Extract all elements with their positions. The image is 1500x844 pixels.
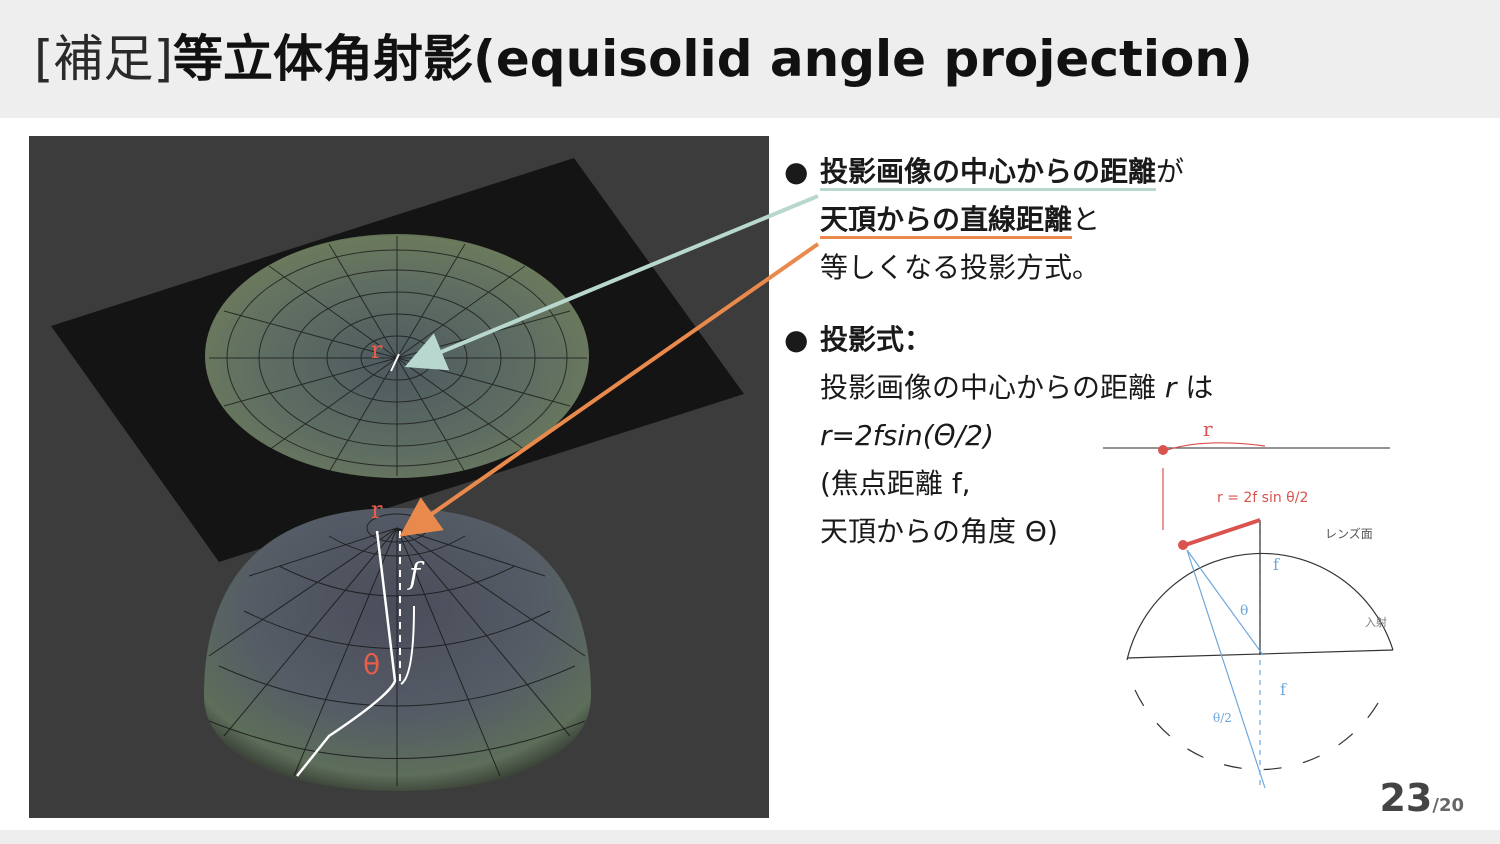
diagram-theta-label: θ xyxy=(1240,603,1248,619)
diagram-half-theta-label: θ/2 xyxy=(1213,711,1232,725)
bullet-definition: ● 投影画像の中心からの距離が 天頂からの直線距離と 等しくなる投影方式。 xyxy=(784,148,1324,292)
bottom-bar xyxy=(0,830,1500,844)
bullet-marker: ● xyxy=(784,323,809,356)
text-to: と xyxy=(1072,203,1101,236)
formula-expression: r=2fsin(Θ/2) xyxy=(820,419,994,452)
diagram-incident-label: 入射 xyxy=(1365,615,1387,629)
formula-note-focal: (焦点距離 f, xyxy=(820,467,971,500)
figure-r-top-label: r xyxy=(371,336,383,364)
projection-illustration: f θ r r xyxy=(29,136,769,818)
figure-theta-label: θ xyxy=(363,648,380,681)
projection-figure: f θ r r xyxy=(29,136,769,818)
formula-label: 投影式： xyxy=(820,323,933,356)
title-main: 等立体角射影(equisolid angle projection) xyxy=(173,30,1253,88)
page-current: 23 xyxy=(1379,776,1433,820)
highlight-image-distance: 投影画像の中心からの距離 xyxy=(820,155,1157,191)
arrow-green xyxy=(404,194,819,371)
diagram-f2-label: f xyxy=(1280,680,1287,699)
page-title: [補足]等立体角射影(equisolid angle projection) xyxy=(34,24,1253,94)
diagram-formula: r = 2f sin θ/2 xyxy=(1217,490,1308,506)
arrow-orange xyxy=(399,242,820,537)
page-number: 23/20 xyxy=(1379,776,1464,820)
figure-r-bottom-label: r xyxy=(371,496,383,524)
diagram-f1-label: f xyxy=(1273,555,1280,574)
definition-line3: 等しくなる投影方式。 xyxy=(820,251,1101,284)
page-total: /20 xyxy=(1432,795,1464,816)
formula-desc-var: r xyxy=(1164,371,1177,404)
text-ga: が xyxy=(1156,155,1185,188)
formula-desc: 投影画像の中心からの距離 xyxy=(820,371,1165,404)
bullet-marker: ● xyxy=(784,155,809,188)
geometry-diagram: r r = 2f sin θ/2 レンズ面 入射 f f θ θ/2 xyxy=(1103,417,1394,790)
highlight-zenith-distance: 天頂からの直線距離 xyxy=(820,203,1073,239)
title-prefix: [補足] xyxy=(34,30,174,88)
diagram-r-label: r xyxy=(1203,417,1213,441)
diagram-lens-label: レンズ面 xyxy=(1325,526,1373,541)
bullet-formula: ● 投影式： 投影画像の中心からの距離 r は r=2fsin(Θ/2) (焦点距… xyxy=(784,316,1324,556)
title-bar: [補足]等立体角射影(equisolid angle projection) xyxy=(0,0,1500,118)
formula-note-angle: 天頂からの角度 Θ) xyxy=(820,515,1058,548)
formula-desc-end: は xyxy=(1176,371,1214,404)
